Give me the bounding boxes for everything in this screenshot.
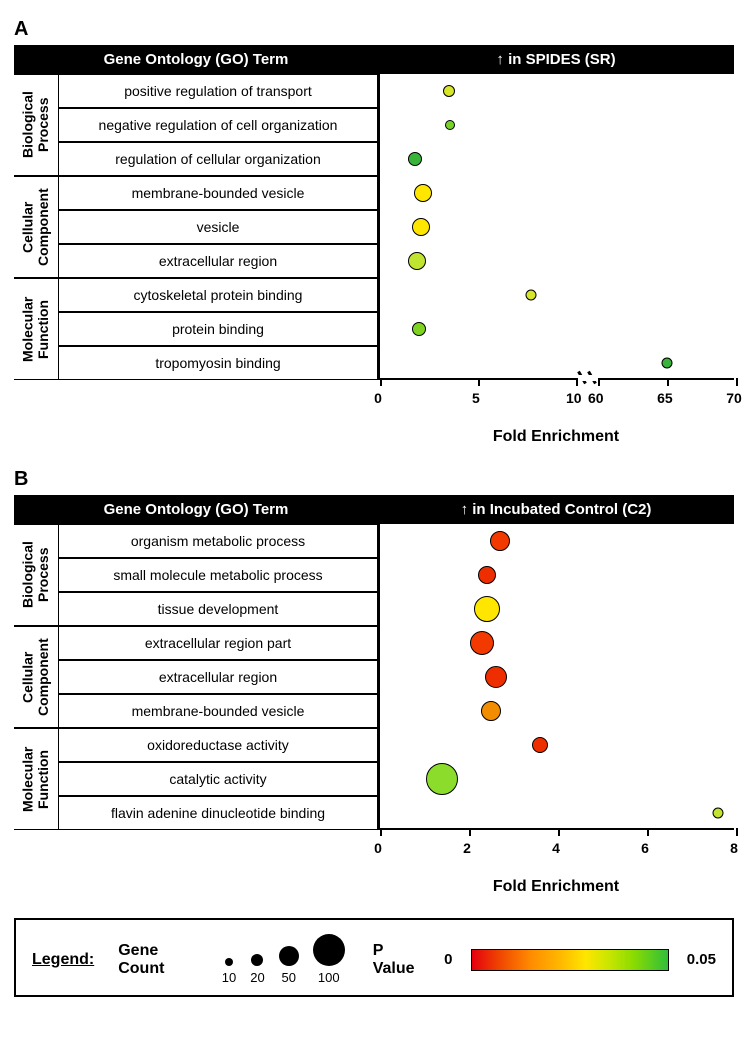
- axis-title: Fold Enrichment: [378, 428, 734, 446]
- axis-tick-label: 60: [588, 390, 604, 406]
- gene-count-label: Gene Count: [118, 942, 204, 978]
- bubble: [525, 290, 536, 301]
- panel-b: Gene Ontology (GO) Term↑ in Incubated Co…: [14, 495, 734, 896]
- pvalue-gradient: [471, 949, 669, 971]
- panel-b-letter: B: [14, 468, 738, 491]
- panel-a: Gene Ontology (GO) Term↑ in SPIDES (SR) B…: [14, 45, 734, 446]
- bubble: [412, 218, 430, 236]
- go-term: protein binding: [58, 312, 378, 346]
- axis-labels: 02468: [378, 830, 734, 850]
- go-term: flavin adenine dinucleotide binding: [58, 796, 378, 830]
- axis-tick-label: 5: [472, 390, 480, 406]
- category-label: Molecular Function: [14, 278, 58, 380]
- category-label: Biological Process: [14, 74, 58, 176]
- go-term: catalytic activity: [58, 762, 378, 796]
- go-term: tissue development: [58, 592, 378, 626]
- axis-title: Fold Enrichment: [378, 878, 734, 896]
- go-term: positive regulation of transport: [58, 74, 378, 108]
- gene-count-item: 10: [222, 958, 236, 985]
- chart-area: [378, 74, 734, 380]
- header-right: ↑ in Incubated Control (C2): [378, 495, 734, 524]
- header-go-term: Gene Ontology (GO) Term: [14, 45, 378, 74]
- axis-tick-label: 0: [374, 840, 382, 856]
- gene-count-value: 100: [318, 970, 340, 985]
- bubble: [661, 358, 672, 369]
- pvalue-max: 0.05: [687, 951, 716, 968]
- pvalue-min: 0: [444, 951, 452, 968]
- axis-tick-label: 2: [463, 840, 471, 856]
- axis-tick-label: 70: [726, 390, 742, 406]
- header-right: ↑ in SPIDES (SR): [378, 45, 734, 74]
- go-term: small molecule metabolic process: [58, 558, 378, 592]
- category-label: Biological Process: [14, 524, 58, 626]
- go-term: extracellular region part: [58, 626, 378, 660]
- panel-a-letter: A: [14, 18, 738, 41]
- gene-count-value: 20: [250, 970, 264, 985]
- gene-count-dot: [225, 958, 233, 966]
- gene-count-dot: [279, 946, 299, 966]
- bubble: [474, 596, 500, 622]
- go-term: organism metabolic process: [58, 524, 378, 558]
- bubble: [532, 737, 548, 753]
- gene-count-item: 100: [313, 934, 345, 985]
- go-term: membrane-bounded vesicle: [58, 694, 378, 728]
- axis-tick-label: 6: [641, 840, 649, 856]
- gene-count-item: 50: [279, 946, 299, 985]
- bubble: [426, 763, 458, 795]
- axis-tick-label: 65: [657, 390, 673, 406]
- axis-tick-label: 4: [552, 840, 560, 856]
- bubble: [408, 152, 422, 166]
- bubble: [470, 631, 494, 655]
- gene-count-value: 10: [222, 970, 236, 985]
- gene-count-value: 50: [281, 970, 295, 985]
- gene-count-dot: [313, 934, 345, 966]
- header-go-term: Gene Ontology (GO) Term: [14, 495, 378, 524]
- go-term: extracellular region: [58, 660, 378, 694]
- category-label: Cellular Component: [14, 626, 58, 728]
- category-label: Cellular Component: [14, 176, 58, 278]
- bubble: [412, 322, 426, 336]
- bubble: [443, 85, 455, 97]
- bubble: [485, 666, 507, 688]
- axis-tick-label: 8: [730, 840, 738, 856]
- go-term: oxidoreductase activity: [58, 728, 378, 762]
- gene-count-item: 20: [250, 954, 264, 985]
- go-term: negative regulation of cell organization: [58, 108, 378, 142]
- gene-count-items: 10 20 50 100: [222, 934, 345, 985]
- bubble: [490, 531, 510, 551]
- bubble: [414, 184, 432, 202]
- go-term: extracellular region: [58, 244, 378, 278]
- bubble: [408, 252, 426, 270]
- bubble: [713, 808, 724, 819]
- legend: Legend: Gene Count 10 20 50 100 P Value 0 0…: [14, 918, 734, 997]
- chart-area: [378, 524, 734, 830]
- go-term: tropomyosin binding: [58, 346, 378, 380]
- axis-tick-label: 0: [374, 390, 382, 406]
- pvalue-label: P Value: [373, 942, 426, 978]
- category-label: Molecular Function: [14, 728, 58, 830]
- bubble: [445, 120, 455, 130]
- go-term: regulation of cellular organization: [58, 142, 378, 176]
- go-term: cytoskeletal protein binding: [58, 278, 378, 312]
- legend-title: Legend:: [32, 951, 94, 969]
- bubble: [478, 566, 496, 584]
- axis-tick-label: 10: [566, 390, 582, 406]
- gene-count-dot: [251, 954, 263, 966]
- axis-labels: 0510606570: [378, 380, 734, 400]
- bubble: [481, 701, 501, 721]
- go-term: vesicle: [58, 210, 378, 244]
- go-term: membrane-bounded vesicle: [58, 176, 378, 210]
